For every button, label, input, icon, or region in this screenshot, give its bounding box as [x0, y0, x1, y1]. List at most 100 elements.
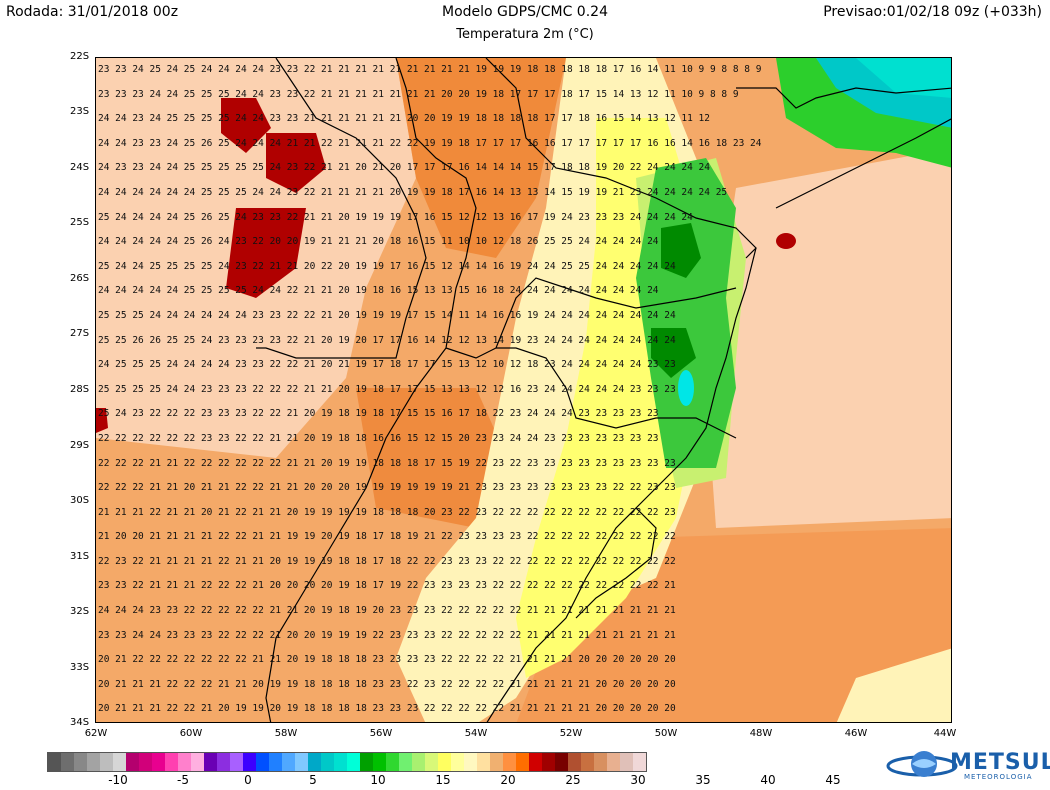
colorbar-swatch — [516, 753, 529, 771]
colorbar-label: -5 — [177, 773, 189, 787]
colorbar-swatch — [178, 753, 191, 771]
colorbar-label: 40 — [760, 773, 776, 787]
colorbar-swatch — [464, 753, 477, 771]
lat-label: 27S — [70, 328, 90, 339]
logo-name: METSUL — [950, 750, 1050, 775]
colorbar-swatch — [477, 753, 490, 771]
colorbar-swatch — [269, 753, 282, 771]
grid-value-row: 24 24 23 23 24 25 26 25 24 24 24 21 21 2… — [98, 137, 762, 149]
colorbar-swatch — [100, 753, 113, 771]
grid-value-row: 22 22 22 21 21 20 21 21 22 22 21 21 20 2… — [98, 482, 676, 494]
grid-value-row: 24 24 24 24 24 25 26 24 23 22 20 20 19 2… — [98, 236, 659, 248]
grid-value-row: 21 20 20 21 21 21 21 22 22 21 21 19 19 2… — [98, 531, 676, 543]
grid-value-row: 23 23 24 25 24 25 24 24 24 24 23 23 22 2… — [98, 64, 762, 75]
colorbar-swatch — [503, 753, 516, 771]
grid-value-row: 21 21 21 22 21 21 20 21 22 21 21 20 19 1… — [98, 506, 676, 518]
temperature-field — [96, 58, 951, 722]
run-time-label: Rodada: 31/01/2018 00z — [6, 4, 179, 20]
colorbar-swatch — [113, 753, 126, 771]
colorbar-swatch — [295, 753, 308, 771]
lon-label: 44W — [933, 728, 957, 739]
colorbar-swatch — [568, 753, 581, 771]
lon-label: 60W — [179, 728, 203, 739]
colorbar-label: 0 — [244, 773, 252, 787]
colorbar-swatch — [360, 753, 373, 771]
lat-label: 22S — [70, 51, 90, 62]
grid-value-row: 20 21 21 21 22 22 21 20 19 19 20 19 18 1… — [98, 703, 676, 715]
colorbar-swatch — [308, 753, 321, 771]
colorbar-swatch — [334, 753, 347, 771]
lon-label: 58W — [274, 728, 298, 739]
colorbar-swatch — [126, 753, 139, 771]
colorbar-swatch — [412, 753, 425, 771]
colorbar-label: 35 — [695, 773, 711, 787]
colorbar-swatch — [87, 753, 100, 771]
grid-value-row: 24 24 24 24 24 25 25 25 25 24 24 22 21 2… — [98, 285, 659, 297]
temperature-map: 23 23 24 25 24 25 24 24 24 24 23 23 22 2… — [95, 57, 952, 723]
grid-value-row: 25 25 25 25 24 24 23 23 23 22 22 22 21 2… — [98, 383, 676, 395]
grid-value-row: 24 24 23 24 25 25 25 25 24 24 23 23 21 2… — [98, 113, 710, 125]
colorbar-swatch — [74, 753, 87, 771]
lat-label: 33S — [70, 662, 90, 673]
grid-value-row: 22 22 22 22 22 22 23 23 22 22 21 21 20 1… — [98, 432, 659, 444]
lat-label: 31S — [70, 551, 90, 562]
colorbar-label: 45 — [825, 773, 841, 787]
lat-label: 28S — [70, 384, 90, 395]
grid-value-row: 22 23 22 21 21 21 21 22 21 21 20 19 19 1… — [98, 555, 676, 567]
colorbar-swatch — [542, 753, 555, 771]
colorbar-swatch — [61, 753, 74, 771]
colorbar-swatch — [555, 753, 568, 771]
grid-value-row: 25 24 24 25 25 25 25 24 23 22 21 21 20 2… — [98, 260, 676, 272]
grid-value-row: 20 21 21 21 22 22 22 21 21 20 19 19 18 1… — [98, 678, 676, 690]
lon-label: 56W — [369, 728, 393, 739]
grid-value-row: 24 23 23 24 24 25 25 25 25 25 24 23 22 2… — [98, 162, 710, 174]
lon-label: 46W — [844, 728, 868, 739]
colorbar-swatch — [438, 753, 451, 771]
grid-value-row: 25 25 26 26 25 25 24 23 23 23 23 22 21 2… — [98, 334, 676, 346]
colorbar-swatch — [139, 753, 152, 771]
metsul-logo-icon — [886, 751, 958, 777]
colorbar-label: 20 — [500, 773, 516, 787]
lat-label: 32S — [70, 606, 90, 617]
lon-label: 50W — [654, 728, 678, 739]
grid-value-row: 23 23 23 24 24 25 25 25 24 24 23 23 22 2… — [98, 88, 739, 100]
colorbar-swatch — [581, 753, 594, 771]
grid-value-row: 23 23 24 24 23 23 23 22 22 22 21 20 20 1… — [98, 629, 676, 641]
colorbar-swatch — [373, 753, 386, 771]
lon-label: 62W — [84, 728, 108, 739]
colorbar-label: 10 — [370, 773, 386, 787]
colorbar-swatch — [48, 753, 61, 771]
lat-label: 29S — [70, 440, 90, 451]
colorbar-swatch — [256, 753, 269, 771]
colorbar-swatch — [204, 753, 217, 771]
colorbar-swatch — [230, 753, 243, 771]
colorbar-swatch — [620, 753, 633, 771]
model-title: Modelo GDPS/CMC 0.24 — [442, 4, 608, 20]
grid-value-row: 24 24 24 24 24 24 25 25 25 24 24 23 22 2… — [98, 186, 728, 198]
colorbar-swatch — [607, 753, 620, 771]
colorbar-label: -10 — [108, 773, 128, 787]
lat-label: 34S — [70, 717, 90, 728]
logo-subtitle: METEOROLOGIA — [964, 773, 1033, 781]
lon-label: 52W — [559, 728, 583, 739]
grid-value-row: 24 24 24 23 23 22 22 22 22 22 21 21 20 1… — [98, 605, 676, 617]
lat-label: 23S — [70, 106, 90, 117]
colorbar-swatch — [165, 753, 178, 771]
colorbar-swatch — [529, 753, 542, 771]
colorbar-swatch — [451, 753, 464, 771]
colorbar-swatch — [594, 753, 607, 771]
lon-label: 54W — [464, 728, 488, 739]
colorbar-swatch — [152, 753, 165, 771]
colorbar-swatch — [490, 753, 503, 771]
colorbar-swatch — [633, 753, 646, 771]
lat-label: 26S — [70, 273, 90, 284]
lat-label: 25S — [70, 217, 90, 228]
colorbar-swatch — [282, 753, 295, 771]
colorbar-swatch — [217, 753, 230, 771]
lat-label: 24S — [70, 162, 90, 173]
colorbar-label: 15 — [435, 773, 451, 787]
grid-value-row: 22 22 22 21 21 22 22 22 22 22 22 21 21 2… — [98, 457, 676, 469]
colorbar-label: 25 — [565, 773, 581, 787]
grid-value-row: 23 23 22 21 21 21 22 22 22 21 20 20 20 2… — [98, 580, 676, 592]
colorbar-swatch — [425, 753, 438, 771]
